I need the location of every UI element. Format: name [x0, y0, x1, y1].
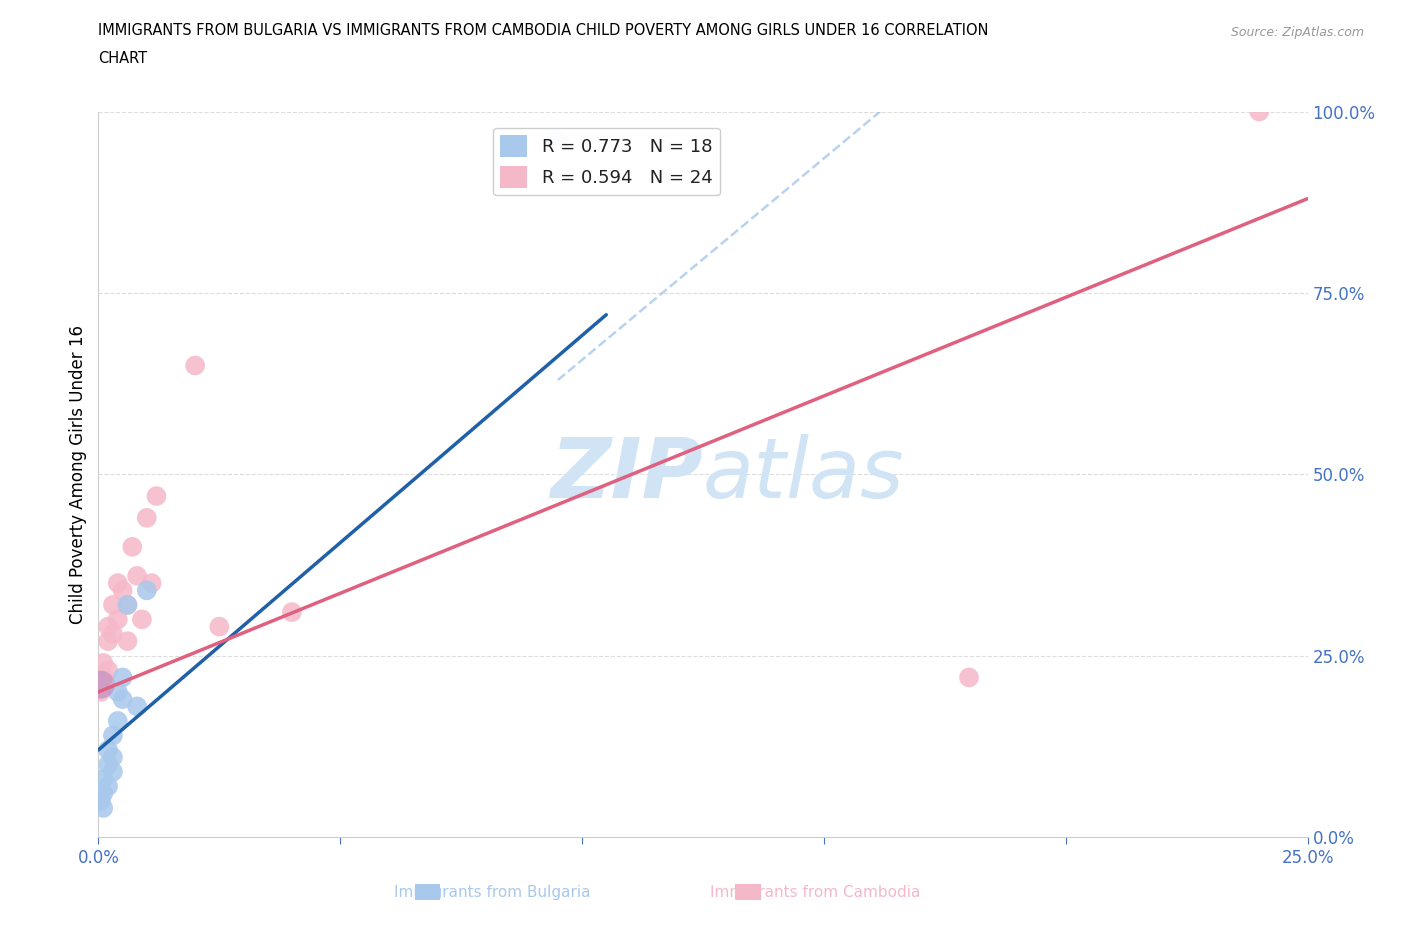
Point: [117, 597, 139, 612]
Point: [127, 568, 149, 583]
Point: [135, 511, 157, 525]
Point: [107, 576, 129, 591]
Point: [208, 619, 231, 634]
Point: [90, 684, 112, 699]
Point: [97, 757, 120, 772]
Point: [101, 627, 124, 642]
Point: [117, 597, 139, 612]
Text: Immigrants from Cambodia: Immigrants from Cambodia: [710, 885, 921, 900]
Point: [111, 583, 134, 598]
Point: [97, 742, 120, 757]
Point: [101, 750, 124, 764]
Point: [90, 677, 112, 692]
Point: [131, 612, 153, 627]
Text: Source: ZipAtlas.com: Source: ZipAtlas.com: [1230, 26, 1364, 39]
Point: [184, 358, 207, 373]
Y-axis label: Child Poverty Among Girls Under 16: Child Poverty Among Girls Under 16: [69, 325, 87, 624]
Point: [135, 583, 157, 598]
Point: [111, 670, 134, 684]
Point: [97, 633, 120, 648]
Text: CHART: CHART: [98, 51, 148, 66]
Text: IMMIGRANTS FROM BULGARIA VS IMMIGRANTS FROM CAMBODIA CHILD POVERTY AMONG GIRLS U: IMMIGRANTS FROM BULGARIA VS IMMIGRANTS F…: [98, 23, 988, 38]
Point: [91, 656, 114, 671]
Point: [97, 663, 120, 678]
Point: [547, 133, 569, 148]
Point: [91, 801, 114, 816]
Point: [127, 699, 149, 714]
Point: [111, 692, 134, 707]
Text: ZIP: ZIP: [550, 433, 703, 515]
Point: [91, 786, 114, 801]
Point: [101, 728, 124, 743]
Point: [281, 604, 304, 619]
Text: Immigrants from Bulgaria: Immigrants from Bulgaria: [394, 885, 591, 900]
Point: [90, 793, 112, 808]
Point: [91, 670, 114, 684]
Point: [107, 713, 129, 728]
Text: atlas: atlas: [703, 433, 904, 515]
Point: [91, 772, 114, 787]
Point: [97, 619, 120, 634]
Point: [107, 684, 129, 699]
Legend: R = 0.773   N = 18, R = 0.594   N = 24: R = 0.773 N = 18, R = 0.594 N = 24: [494, 128, 720, 195]
Point: [145, 488, 167, 503]
Point: [121, 539, 143, 554]
Point: [107, 612, 129, 627]
Point: [957, 670, 980, 684]
Point: [97, 778, 120, 793]
Point: [101, 597, 124, 612]
Point: [1249, 104, 1271, 119]
Point: [141, 576, 163, 591]
Point: [101, 764, 124, 779]
Point: [117, 633, 139, 648]
